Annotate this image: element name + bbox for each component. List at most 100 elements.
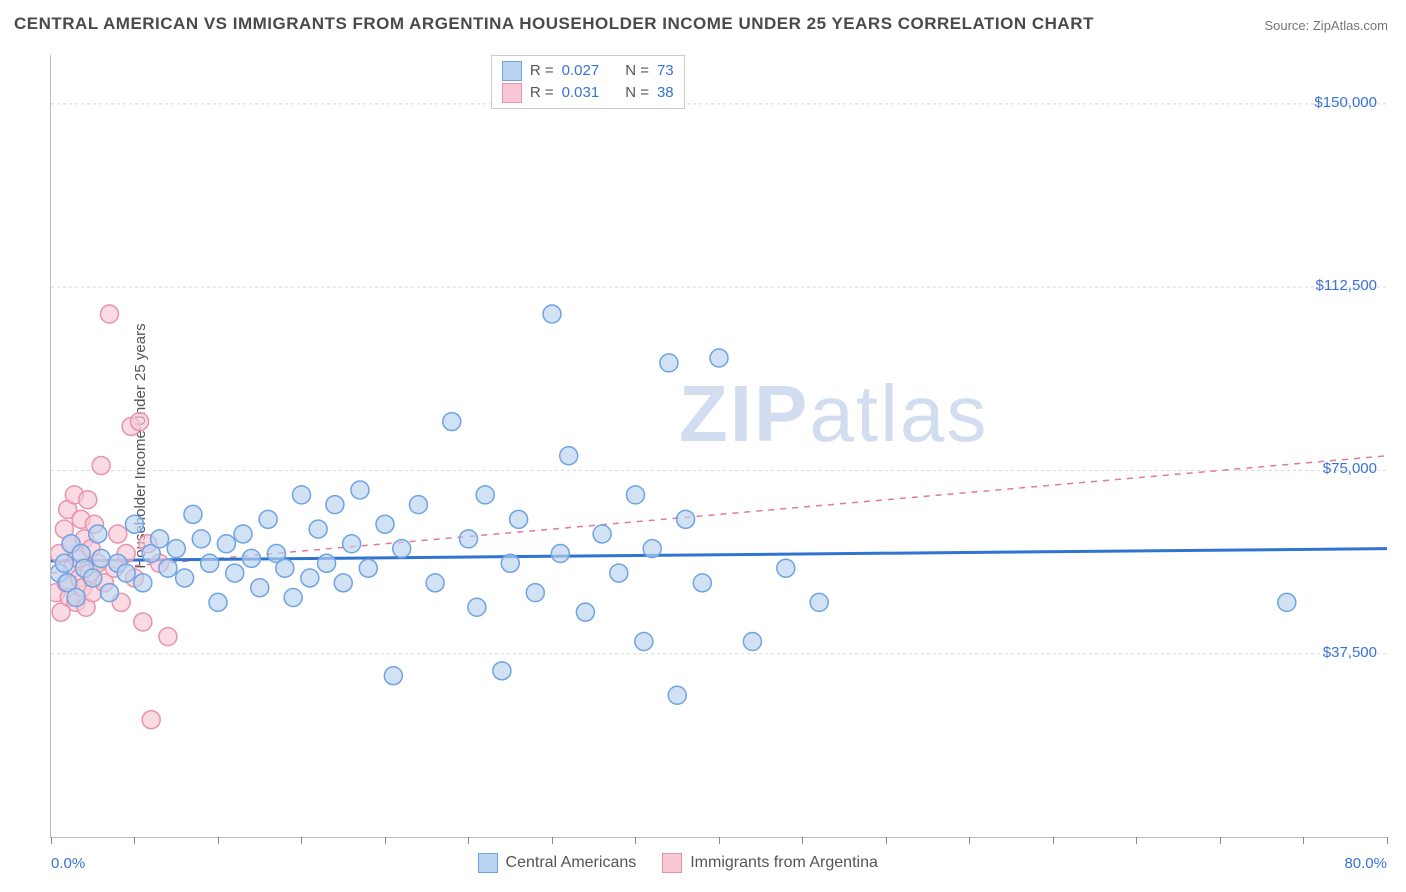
legend-stat-row: R =0.031N =38 <box>502 82 674 104</box>
point-central-american <box>117 564 135 582</box>
point-central-american <box>501 554 519 572</box>
x-tick <box>1303 837 1304 844</box>
source-link[interactable]: ZipAtlas.com <box>1313 18 1388 33</box>
correlation-legend: R = 0.027 N = 73R =0.031N =38 <box>491 55 685 109</box>
point-central-american <box>201 554 219 572</box>
point-central-american <box>326 496 344 514</box>
x-tick <box>218 837 219 844</box>
y-gridline-label: $150,000 <box>1314 94 1377 111</box>
x-tick <box>385 837 386 844</box>
y-gridline-label: $112,500 <box>1316 277 1377 294</box>
point-argentina <box>131 413 149 431</box>
point-central-american <box>493 662 511 680</box>
legend-n-label: N = <box>625 60 649 82</box>
scatter-plot: ZIPatlas $37,500$75,000$112,500$150,0000… <box>50 55 1387 838</box>
legend-r-label: R = <box>530 82 554 104</box>
point-central-american <box>668 686 686 704</box>
point-central-american <box>276 559 294 577</box>
point-central-american <box>409 496 427 514</box>
legend-n-value: 38 <box>657 82 674 104</box>
legend-swatch <box>478 853 498 873</box>
point-central-american <box>560 447 578 465</box>
point-central-american <box>89 525 107 543</box>
point-central-american <box>251 579 269 597</box>
point-central-american <box>318 554 336 572</box>
legend-n-value: 73 <box>657 60 674 82</box>
point-central-american <box>167 540 185 558</box>
y-gridline-label: $75,000 <box>1323 460 1377 477</box>
point-central-american <box>777 559 795 577</box>
point-argentina <box>142 711 160 729</box>
point-central-american <box>426 574 444 592</box>
point-central-american <box>343 535 361 553</box>
legend-label: Central Americans <box>506 854 637 872</box>
legend-r-label: R = <box>530 60 554 82</box>
point-central-american <box>192 530 210 548</box>
point-central-american <box>284 589 302 607</box>
x-tick <box>802 837 803 844</box>
point-central-american <box>259 510 277 528</box>
plot-svg <box>51 55 1387 837</box>
legend-label: Immigrants from Argentina <box>690 854 878 872</box>
point-central-american <box>510 510 528 528</box>
point-central-american <box>242 549 260 567</box>
x-tick <box>886 837 887 844</box>
x-tick <box>1220 837 1221 844</box>
point-central-american <box>1278 593 1296 611</box>
legend-swatch <box>662 853 682 873</box>
point-central-american <box>677 510 695 528</box>
point-central-american <box>543 305 561 323</box>
x-max-label: 80.0% <box>1344 855 1387 872</box>
y-gridline-label: $37,500 <box>1323 644 1377 661</box>
point-central-american <box>576 603 594 621</box>
point-central-american <box>693 574 711 592</box>
point-central-american <box>293 486 311 504</box>
point-argentina <box>159 628 177 646</box>
point-central-american <box>468 598 486 616</box>
point-central-american <box>55 554 73 572</box>
x-tick <box>468 837 469 844</box>
x-tick <box>134 837 135 844</box>
point-central-american <box>810 593 828 611</box>
point-central-american <box>217 535 235 553</box>
point-central-american <box>551 545 569 563</box>
point-central-american <box>334 574 352 592</box>
legend-swatch <box>502 83 522 103</box>
point-central-american <box>660 354 678 372</box>
point-central-american <box>610 564 628 582</box>
point-central-american <box>134 574 152 592</box>
legend-r-value: 0.027 <box>562 60 600 82</box>
point-argentina <box>109 525 127 543</box>
series-legend: Central Americans Immigrants from Argenti… <box>478 853 878 873</box>
x-tick <box>969 837 970 844</box>
source-label: Source: ZipAtlas.com <box>1264 18 1388 33</box>
point-central-american <box>393 540 411 558</box>
point-central-american <box>593 525 611 543</box>
point-central-american <box>384 667 402 685</box>
x-tick <box>51 837 52 844</box>
point-central-american <box>67 589 85 607</box>
point-central-american <box>476 486 494 504</box>
x-tick <box>1387 837 1388 844</box>
legend-item: Central Americans <box>478 853 637 873</box>
x-tick <box>1136 837 1137 844</box>
point-central-american <box>100 584 118 602</box>
point-central-american <box>159 559 177 577</box>
point-central-american <box>643 540 661 558</box>
x-min-label: 0.0% <box>51 855 85 872</box>
x-tick <box>1053 837 1054 844</box>
legend-swatch <box>502 61 522 81</box>
legend-item: Immigrants from Argentina <box>662 853 878 873</box>
point-central-american <box>627 486 645 504</box>
point-central-american <box>176 569 194 587</box>
point-central-american <box>359 559 377 577</box>
point-central-american <box>460 530 478 548</box>
point-central-american <box>226 564 244 582</box>
point-argentina <box>100 305 118 323</box>
source-prefix: Source: <box>1264 18 1312 33</box>
point-central-american <box>184 505 202 523</box>
point-central-american <box>743 633 761 651</box>
x-tick <box>719 837 720 844</box>
point-central-american <box>376 515 394 533</box>
point-central-american <box>351 481 369 499</box>
